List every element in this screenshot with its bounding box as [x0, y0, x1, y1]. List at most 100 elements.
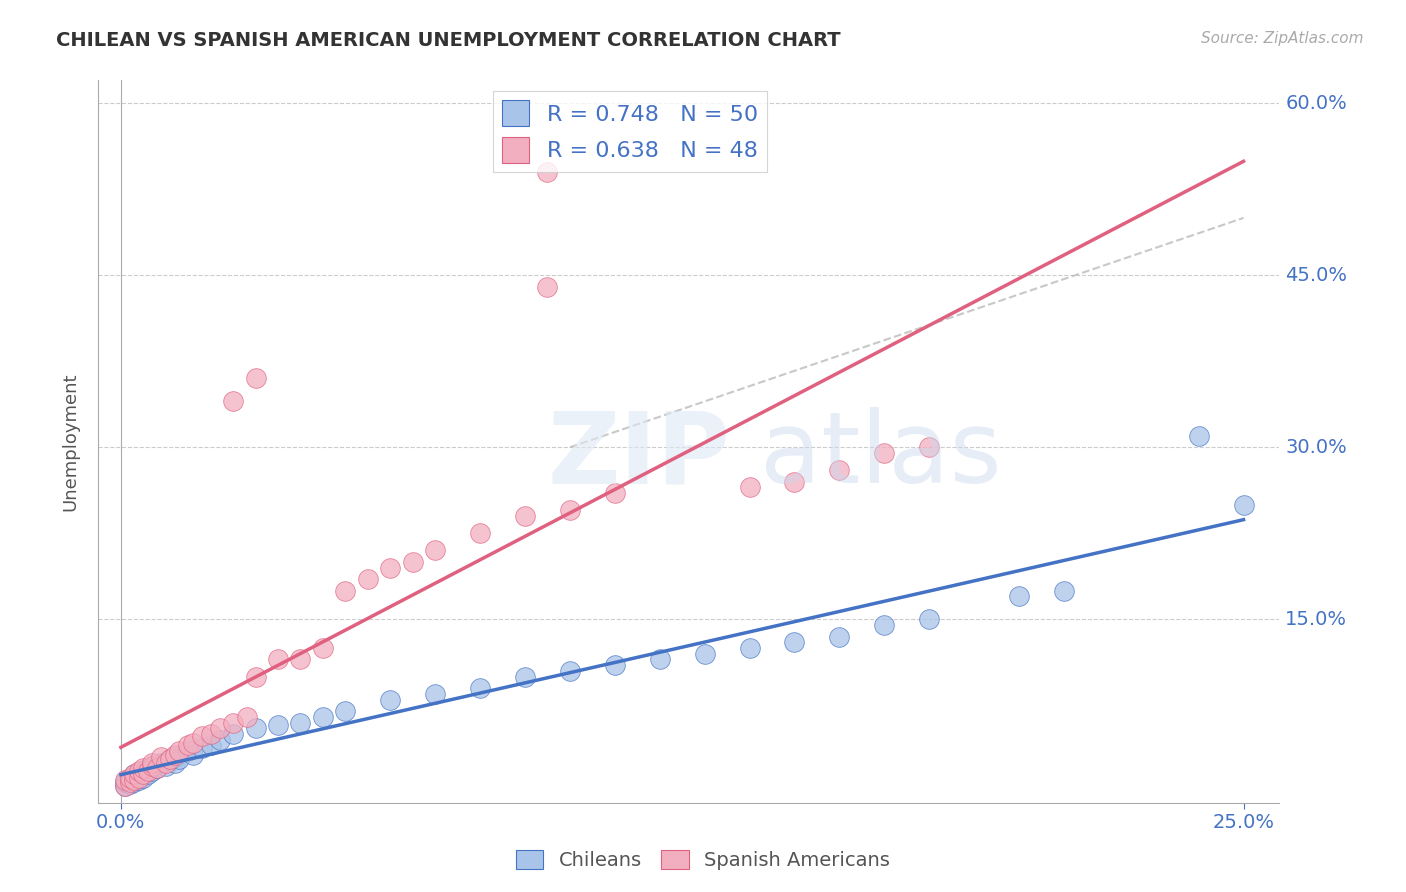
Point: [468, 681, 491, 695]
Point: [267, 652, 290, 666]
Point: [141, 759, 163, 773]
Point: [536, 165, 558, 179]
Point: [402, 555, 425, 569]
Point: [132, 761, 155, 775]
Point: [146, 761, 169, 775]
Point: [335, 704, 357, 718]
Point: [208, 732, 231, 747]
Point: [918, 612, 941, 626]
Point: [425, 543, 447, 558]
Point: [1232, 498, 1254, 512]
Point: [177, 739, 200, 753]
Text: ZIP: ZIP: [547, 408, 730, 505]
Point: [1188, 429, 1211, 443]
Point: [181, 736, 204, 750]
Point: [150, 750, 173, 764]
Point: [828, 463, 851, 477]
Point: [200, 739, 222, 753]
Point: [167, 752, 190, 766]
Point: [783, 635, 806, 649]
Point: [128, 771, 150, 785]
Point: [136, 764, 159, 778]
Text: Source: ZipAtlas.com: Source: ZipAtlas.com: [1201, 31, 1364, 46]
Point: [648, 652, 671, 666]
Legend: Chileans, Spanish Americans: Chileans, Spanish Americans: [508, 842, 898, 878]
Point: [558, 664, 581, 678]
Point: [132, 764, 155, 778]
Point: [693, 647, 716, 661]
Point: [200, 727, 222, 741]
Text: atlas: atlas: [759, 408, 1001, 505]
Point: [155, 756, 177, 770]
Point: [114, 779, 136, 793]
Point: [136, 761, 159, 775]
Point: [222, 715, 245, 730]
Point: [783, 475, 806, 489]
Point: [235, 710, 257, 724]
Point: [245, 371, 267, 385]
Point: [738, 640, 761, 655]
Point: [738, 480, 761, 494]
Point: [873, 618, 896, 632]
Point: [163, 756, 186, 770]
Point: [425, 687, 447, 701]
Point: [245, 670, 267, 684]
Point: [873, 446, 896, 460]
Point: [1008, 590, 1031, 604]
Point: [118, 771, 141, 785]
Point: [163, 750, 186, 764]
Legend: R = 0.748   N = 50, R = 0.638   N = 48: R = 0.748 N = 50, R = 0.638 N = 48: [494, 91, 766, 171]
Point: [159, 752, 181, 766]
Point: [222, 394, 245, 409]
Point: [312, 710, 335, 724]
Point: [118, 775, 141, 789]
Text: 15.0%: 15.0%: [1285, 610, 1347, 629]
Point: [918, 440, 941, 454]
Point: [124, 771, 146, 785]
Y-axis label: Unemployment: Unemployment: [62, 372, 80, 511]
Point: [1053, 583, 1076, 598]
Point: [167, 744, 190, 758]
Point: [159, 752, 181, 766]
Point: [141, 764, 163, 778]
Point: [150, 756, 173, 770]
Point: [380, 560, 402, 574]
Point: [141, 756, 163, 770]
Point: [124, 775, 146, 789]
Point: [128, 764, 150, 778]
Point: [513, 509, 536, 524]
Point: [177, 744, 200, 758]
Text: CHILEAN VS SPANISH AMERICAN UNEMPLOYMENT CORRELATION CHART: CHILEAN VS SPANISH AMERICAN UNEMPLOYMENT…: [56, 31, 841, 50]
Point: [190, 740, 212, 755]
Point: [141, 759, 163, 773]
Point: [468, 526, 491, 541]
Point: [536, 279, 558, 293]
Point: [128, 772, 150, 787]
Point: [603, 486, 626, 500]
Point: [380, 692, 402, 706]
Point: [132, 771, 155, 785]
Text: 45.0%: 45.0%: [1285, 266, 1347, 285]
Point: [124, 772, 146, 787]
Point: [312, 640, 335, 655]
Point: [163, 747, 186, 762]
Point: [335, 583, 357, 598]
Point: [124, 767, 146, 781]
Point: [357, 572, 380, 586]
Point: [155, 759, 177, 773]
Point: [828, 630, 851, 644]
Point: [208, 721, 231, 735]
Point: [603, 658, 626, 673]
Point: [118, 772, 141, 787]
Point: [136, 767, 159, 781]
Point: [146, 761, 169, 775]
Point: [245, 721, 267, 735]
Point: [513, 670, 536, 684]
Point: [114, 779, 136, 793]
Point: [558, 503, 581, 517]
Text: 30.0%: 30.0%: [1285, 438, 1347, 457]
Point: [118, 777, 141, 791]
Point: [114, 772, 136, 787]
Point: [267, 718, 290, 732]
Point: [290, 715, 312, 730]
